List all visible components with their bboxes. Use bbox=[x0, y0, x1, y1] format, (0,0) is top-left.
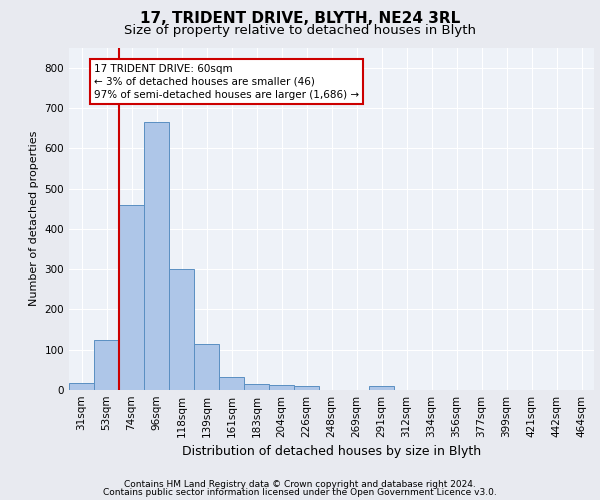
Bar bbox=[69, 382, 94, 390]
X-axis label: Distribution of detached houses by size in Blyth: Distribution of detached houses by size … bbox=[182, 446, 481, 458]
Bar bbox=[369, 386, 394, 390]
Bar bbox=[94, 340, 119, 390]
Bar bbox=[219, 376, 244, 390]
Bar bbox=[144, 122, 169, 390]
Bar bbox=[244, 384, 269, 390]
Bar bbox=[294, 386, 319, 390]
Y-axis label: Number of detached properties: Number of detached properties bbox=[29, 131, 39, 306]
Text: Size of property relative to detached houses in Blyth: Size of property relative to detached ho… bbox=[124, 24, 476, 37]
Bar bbox=[194, 344, 219, 390]
Bar bbox=[169, 269, 194, 390]
Text: 17 TRIDENT DRIVE: 60sqm
← 3% of detached houses are smaller (46)
97% of semi-det: 17 TRIDENT DRIVE: 60sqm ← 3% of detached… bbox=[94, 64, 359, 100]
Text: Contains public sector information licensed under the Open Government Licence v3: Contains public sector information licen… bbox=[103, 488, 497, 497]
Text: Contains HM Land Registry data © Crown copyright and database right 2024.: Contains HM Land Registry data © Crown c… bbox=[124, 480, 476, 489]
Text: 17, TRIDENT DRIVE, BLYTH, NE24 3RL: 17, TRIDENT DRIVE, BLYTH, NE24 3RL bbox=[140, 11, 460, 26]
Bar bbox=[119, 204, 144, 390]
Bar bbox=[269, 385, 294, 390]
